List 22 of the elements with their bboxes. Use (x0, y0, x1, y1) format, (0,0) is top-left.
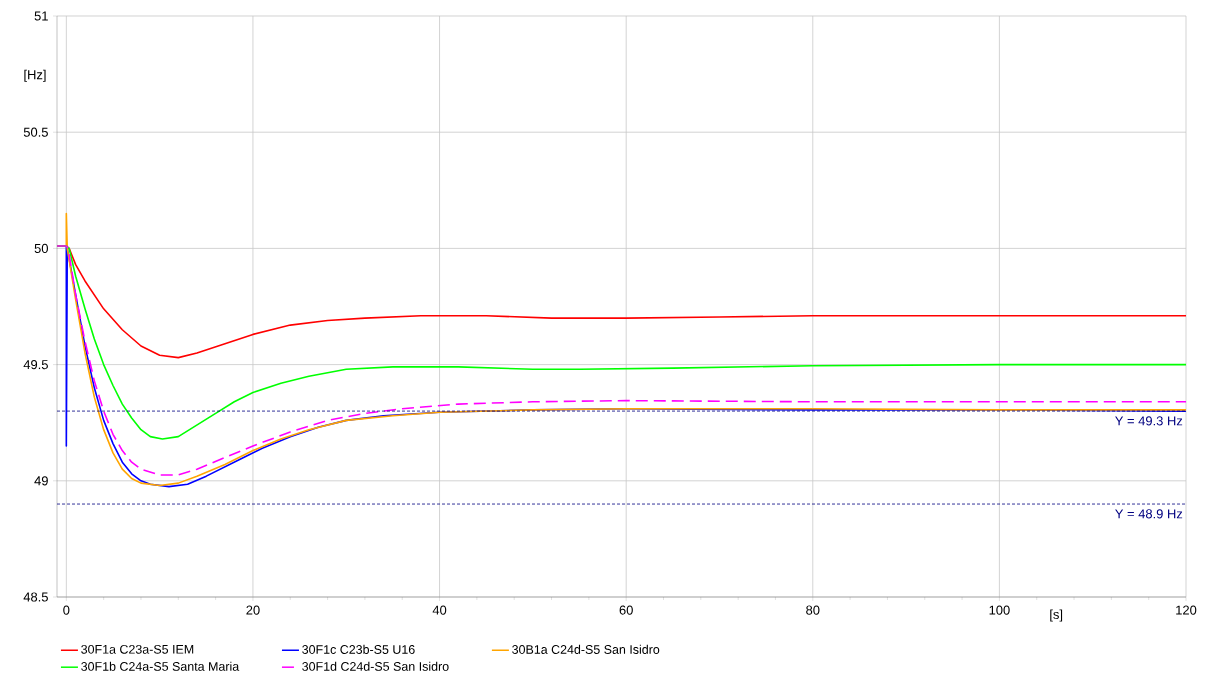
x-axis-title: [s] (1050, 609, 1063, 622)
x-tick-label: 20 (246, 605, 260, 615)
x-tick-label: 0 (63, 605, 70, 615)
x-tick-label: 40 (432, 605, 447, 615)
x-tick-label: 80 (806, 605, 820, 615)
ref-line-label: Y = 48.9 Hz (1115, 509, 1183, 519)
legend-label: 30F1c C23b-S5 U16 (302, 644, 415, 654)
y-tick-label: 49.5 (23, 360, 48, 370)
y-tick-label: 50.5 (23, 127, 48, 137)
x-tick-label: 100 (989, 605, 1010, 615)
legend-label: 30F1a C23a-S5 IEM (81, 644, 194, 654)
legend-label: 30B1a C24d-S5 San Isidro (512, 644, 660, 654)
x-tick-label: 60 (619, 605, 633, 615)
y-tick-label: 51 (34, 11, 48, 21)
y-tick-label: 48.5 (23, 592, 48, 602)
y-tick-label: 49 (34, 476, 48, 486)
x-tick-label: 120 (1176, 605, 1197, 615)
y-axis-title: [Hz] (24, 69, 46, 82)
legend-label: 30F1b C24a-S5 Santa Maria (81, 661, 240, 671)
legend-label: 30F1d C24d-S5 San Isidro (302, 661, 449, 671)
y-tick-label: 50 (34, 243, 48, 253)
ref-line-label: Y = 49.3 Hz (1115, 416, 1183, 426)
